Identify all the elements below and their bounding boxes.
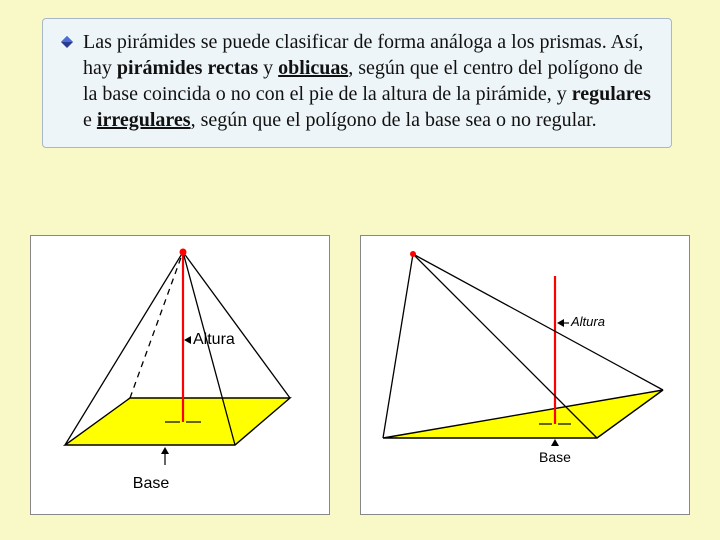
figure-pyramid-recta: Altura Base — [30, 235, 330, 515]
bullet-paragraph: Las pirámides se puede clasificar de for… — [61, 29, 653, 133]
svg-text:Altura: Altura — [193, 331, 235, 348]
figures-row: Altura Base Altura Base — [0, 235, 720, 515]
description-card: Las pirámides se puede clasificar de for… — [42, 18, 672, 148]
svg-text:Base: Base — [133, 475, 170, 492]
diamond-bullet-icon — [61, 35, 73, 53]
paragraph-text: Las pirámides se puede clasificar de for… — [83, 29, 653, 133]
svg-text:Altura: Altura — [570, 314, 605, 329]
svg-text:Base: Base — [539, 449, 571, 465]
figure-pyramid-oblicua: Altura Base — [360, 235, 690, 515]
